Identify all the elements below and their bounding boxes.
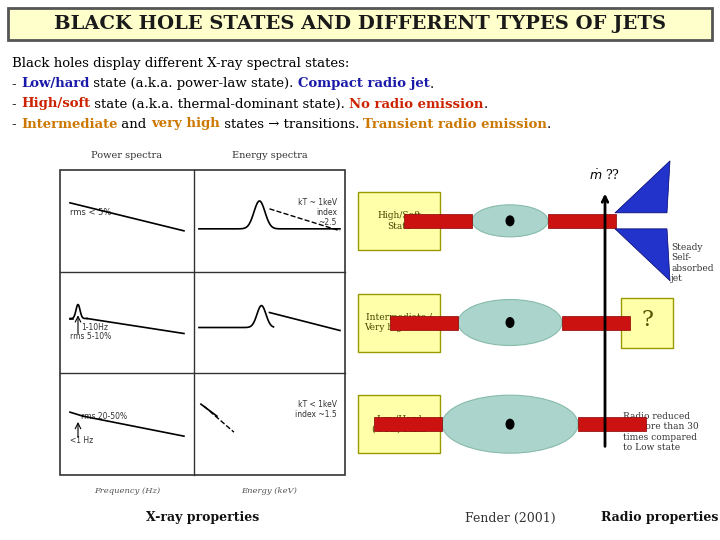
Text: ~2.5: ~2.5 [319, 218, 337, 227]
Text: index ~1.5: index ~1.5 [295, 410, 337, 418]
Text: Intermediate /
Very high state: Intermediate / Very high state [364, 313, 433, 332]
Bar [8, 8, 712, 40]
Text: Power spectra: Power spectra [91, 151, 163, 160]
Text: Fender (2001): Fender (2001) [464, 511, 555, 524]
Text: ?: ? [641, 309, 653, 332]
Text: very high: very high [151, 118, 220, 131]
Bar [621, 298, 673, 348]
Text: X-ray properties: X-ray properties [146, 511, 259, 524]
Text: Steady
Self-
absorbed
jet: Steady Self- absorbed jet [671, 243, 714, 283]
Text: .: . [430, 78, 434, 91]
Bar [404, 214, 472, 228]
Bar [358, 192, 440, 250]
Text: -: - [12, 118, 21, 131]
Text: No radio emission: No radio emission [349, 98, 484, 111]
Text: Transient radio emission: Transient radio emission [364, 118, 547, 131]
Polygon shape [615, 229, 670, 281]
Text: Intermediate: Intermediate [21, 118, 117, 131]
Bar [562, 315, 630, 329]
Text: rms 5-10%: rms 5-10% [70, 332, 112, 341]
Polygon shape [615, 161, 670, 213]
Text: Radio properties: Radio properties [601, 511, 719, 524]
Text: Low/hard: Low/hard [21, 78, 89, 91]
Text: rms 20-50%: rms 20-50% [81, 411, 127, 421]
Bar [578, 417, 646, 431]
Bar [374, 417, 442, 431]
Text: $\dot{m}$ ??: $\dot{m}$ ?? [590, 168, 621, 183]
Text: Energy spectra: Energy spectra [232, 151, 307, 160]
Text: Energy (keV): Energy (keV) [241, 487, 297, 495]
Text: state (a.k.a. thermal-dominant state).: state (a.k.a. thermal-dominant state). [90, 98, 349, 111]
Ellipse shape [505, 317, 515, 328]
Text: BLACK HOLE STATES AND DIFFERENT TYPES OF JETS: BLACK HOLE STATES AND DIFFERENT TYPES OF… [54, 15, 666, 33]
Text: Radio reduced
by more than 30
times compared
to Low state: Radio reduced by more than 30 times comp… [623, 412, 698, 453]
Bar [60, 170, 345, 475]
Ellipse shape [442, 395, 578, 453]
Text: and: and [117, 118, 151, 131]
Bar [390, 315, 458, 329]
Text: state (a.k.a. power-law state).: state (a.k.a. power-law state). [89, 78, 298, 91]
Text: index: index [316, 208, 337, 217]
Text: kT ~ 1keV: kT ~ 1keV [298, 198, 337, 207]
Ellipse shape [458, 300, 562, 346]
Text: Low/Hard
(+Off) state: Low/Hard (+Off) state [372, 415, 426, 434]
Text: Compact radio jet: Compact radio jet [298, 78, 430, 91]
Ellipse shape [505, 215, 515, 226]
Ellipse shape [505, 418, 515, 430]
Text: kT < 1keV: kT < 1keV [298, 400, 337, 409]
Bar [358, 294, 440, 352]
Text: states → transitions.: states → transitions. [220, 118, 364, 131]
Text: -: - [12, 78, 21, 91]
Text: <1 Hz: <1 Hz [70, 436, 94, 444]
Text: Black holes display different X-ray spectral states:: Black holes display different X-ray spec… [12, 57, 349, 71]
Ellipse shape [472, 205, 548, 237]
Text: .: . [547, 118, 552, 131]
Text: -: - [12, 98, 21, 111]
Text: rms < 5%: rms < 5% [70, 208, 112, 217]
Bar [548, 214, 616, 228]
Text: High/Soft
State: High/Soft State [377, 211, 421, 231]
Bar [358, 395, 440, 453]
Text: Frequency (Hz): Frequency (Hz) [94, 487, 160, 495]
Text: High/soft: High/soft [21, 98, 90, 111]
Text: 1-10Hz: 1-10Hz [81, 323, 108, 332]
Text: .: . [484, 98, 487, 111]
